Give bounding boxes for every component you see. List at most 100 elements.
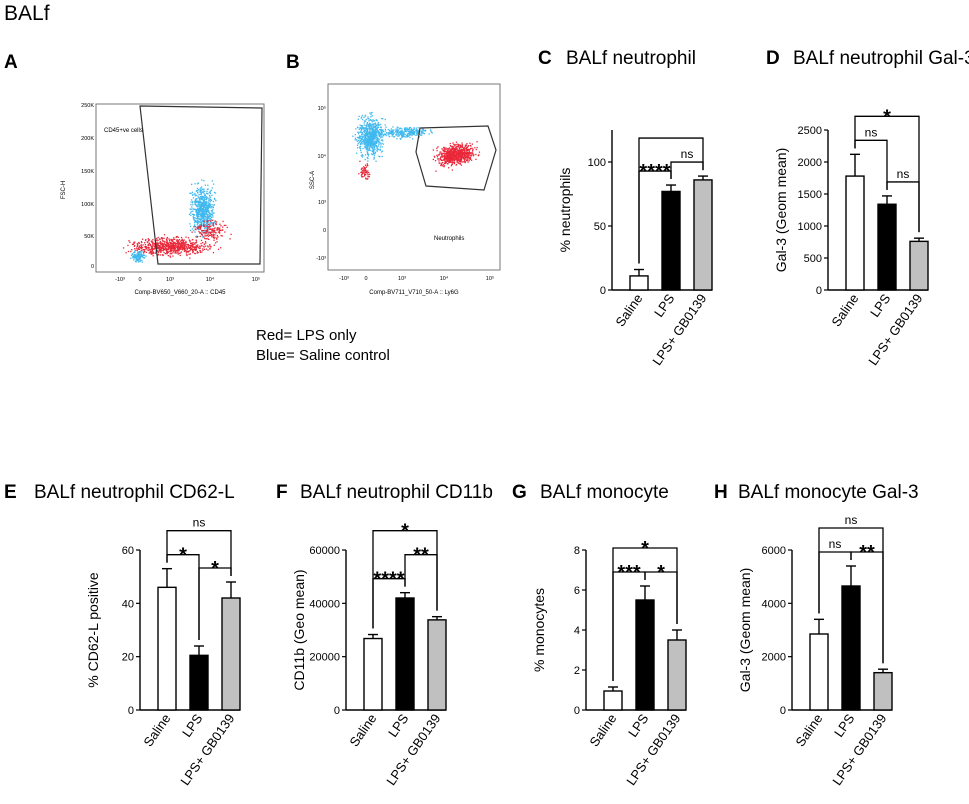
lps-event	[173, 242, 175, 245]
saline-event	[209, 204, 211, 206]
lps-event	[177, 249, 179, 251]
lps-event	[454, 150, 457, 152]
lps-event	[194, 252, 196, 255]
lps-event	[438, 154, 440, 156]
saline-event	[210, 199, 212, 201]
lps-event	[172, 243, 174, 246]
lps-event	[188, 253, 190, 255]
lps-event	[174, 242, 176, 244]
lps-event	[460, 156, 462, 158]
lps-event	[179, 248, 182, 250]
saline-event	[135, 255, 137, 258]
saline-event	[205, 211, 207, 213]
saline-event	[141, 259, 143, 261]
saline-event	[204, 210, 206, 212]
saline-event	[138, 258, 140, 261]
lps-event	[177, 241, 179, 244]
saline-event	[197, 189, 200, 191]
lps-event	[149, 244, 151, 246]
lps-event	[440, 151, 442, 153]
lps-event	[201, 245, 203, 247]
lps-event	[175, 250, 177, 252]
saline-event	[138, 256, 140, 258]
y-axis-label: Gal-3 (Geom mean)	[773, 148, 789, 272]
saline-event	[380, 136, 382, 138]
saline-event	[364, 154, 367, 156]
saline-event	[367, 157, 369, 160]
saline-event	[189, 192, 191, 194]
saline-event	[384, 124, 386, 126]
lps-event	[446, 154, 448, 156]
lps-event	[158, 244, 160, 247]
lps-event	[166, 240, 168, 242]
saline-event	[203, 204, 205, 206]
saline-event	[207, 216, 209, 218]
saline-event	[367, 155, 369, 157]
saline-event	[383, 135, 385, 137]
saline-event	[203, 223, 205, 225]
lps-event	[367, 170, 369, 172]
saline-event	[205, 203, 207, 205]
saline-event	[207, 218, 209, 220]
saline-event	[206, 190, 208, 192]
lps-event	[167, 251, 169, 253]
saline-event	[373, 123, 375, 126]
saline-event	[422, 131, 424, 133]
lps-event	[143, 249, 146, 251]
saline-event	[193, 226, 195, 228]
lps-event	[187, 251, 189, 253]
saline-event	[360, 151, 362, 154]
lps-event	[173, 237, 175, 239]
saline-event	[377, 148, 379, 150]
lps-event	[200, 233, 202, 235]
saline-event	[364, 127, 367, 130]
lps-event	[173, 251, 175, 253]
lps-event	[437, 154, 440, 156]
lps-event	[452, 149, 455, 151]
saline-event	[412, 133, 414, 135]
lps-event	[450, 155, 452, 157]
saline-event	[421, 132, 423, 134]
saline-event	[197, 221, 199, 223]
saline-event	[381, 146, 383, 148]
lps-event	[191, 248, 193, 250]
lps-event	[460, 150, 463, 152]
saline-event	[381, 150, 384, 152]
saline-event	[377, 121, 380, 124]
saline-event	[402, 134, 404, 137]
saline-event	[197, 214, 199, 216]
saline-event	[193, 225, 195, 227]
lps-event	[224, 231, 226, 233]
panel-title-c: BALf neutrophil	[566, 48, 696, 69]
saline-event	[210, 218, 212, 220]
y-tick-label: 0	[574, 705, 580, 717]
saline-event	[363, 140, 365, 142]
saline-event	[198, 214, 200, 216]
saline-event	[372, 129, 374, 131]
lps-event	[216, 227, 218, 229]
lps-event	[162, 243, 164, 245]
saline-event	[359, 146, 361, 148]
saline-event	[201, 203, 203, 205]
saline-event	[138, 257, 141, 260]
lps-event	[453, 153, 455, 156]
saline-event	[371, 126, 373, 128]
lps-event	[207, 246, 209, 248]
lps-event	[192, 251, 194, 253]
saline-event	[369, 128, 371, 130]
lps-event	[448, 155, 451, 157]
lps-event	[450, 152, 452, 155]
saline-event	[380, 139, 383, 141]
saline-event	[200, 216, 202, 218]
lps-event	[129, 241, 131, 243]
saline-event	[368, 145, 370, 147]
lps-event	[441, 165, 444, 167]
lps-event	[449, 145, 452, 147]
saline-event	[405, 136, 407, 138]
saline-event	[209, 190, 212, 192]
lps-event	[450, 152, 453, 154]
significance-bracket	[638, 137, 704, 264]
saline-event	[420, 134, 422, 136]
lps-event	[444, 149, 446, 151]
saline-event	[359, 139, 361, 141]
